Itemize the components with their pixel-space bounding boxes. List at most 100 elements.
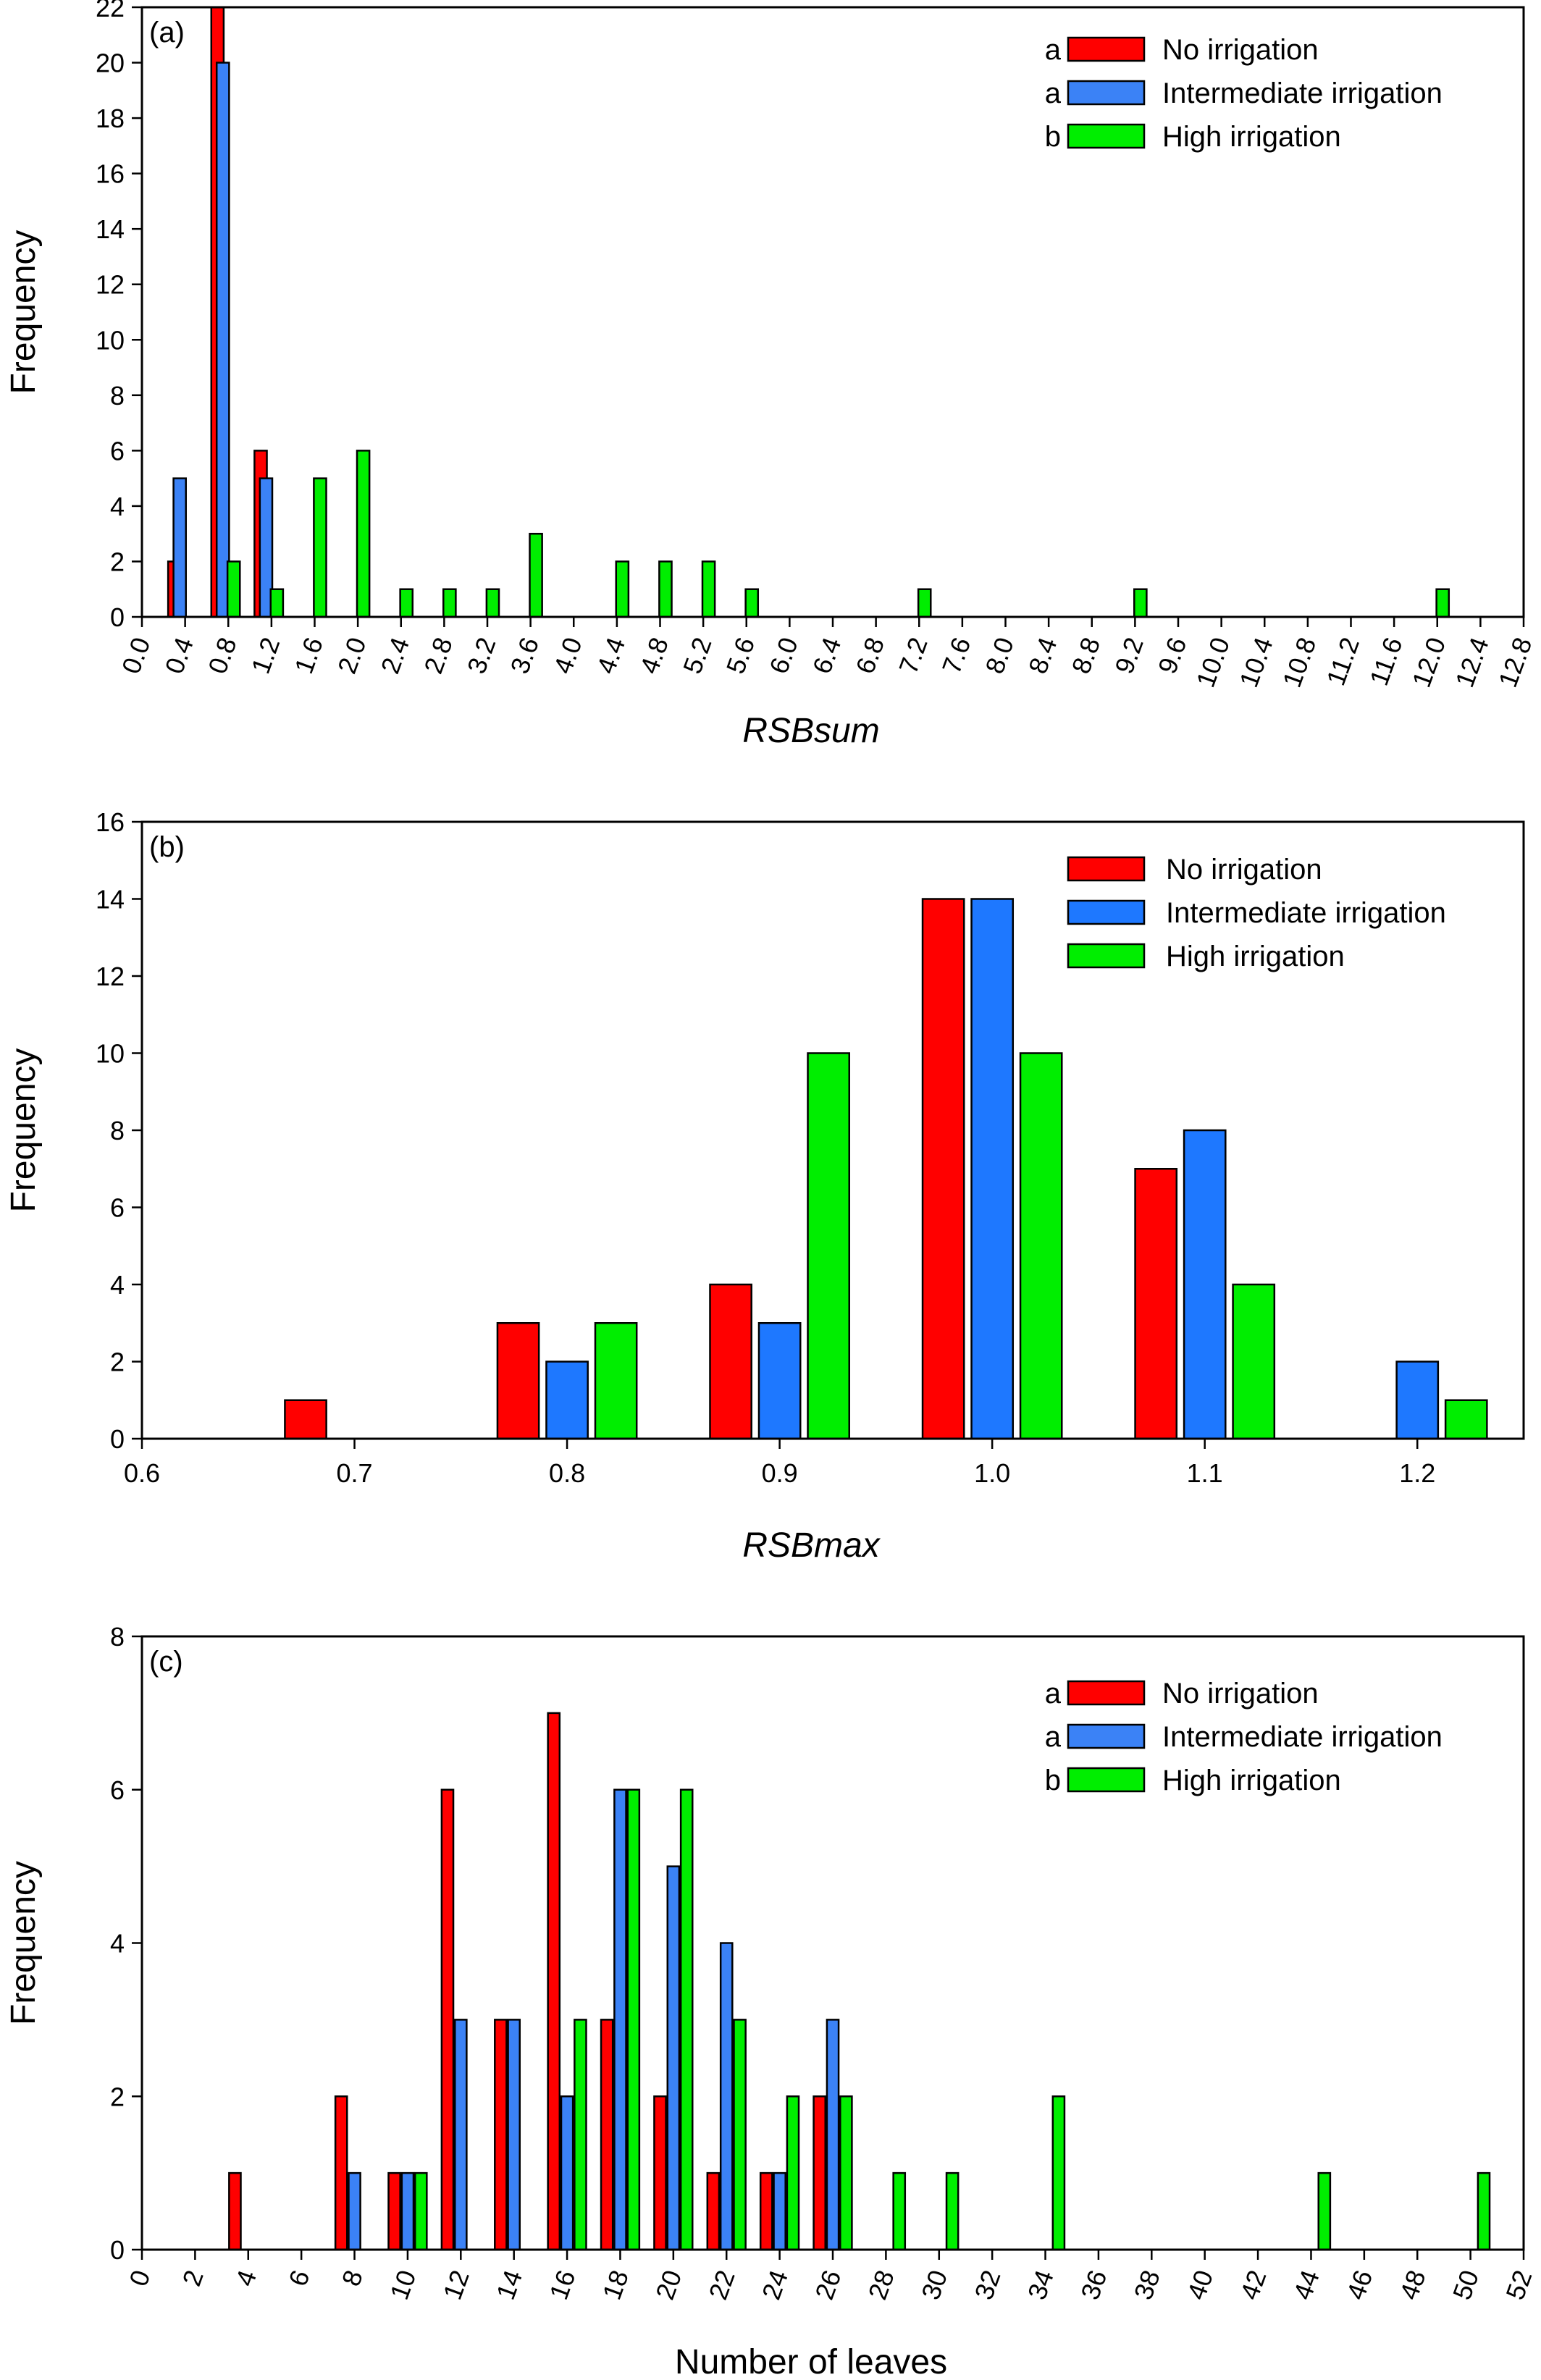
bar-c-s1-5 <box>613 1788 627 2251</box>
x-tick-label-a-13: 5.2 <box>677 634 718 678</box>
legend-label-c-1: Intermediate irrigation <box>1162 1721 1443 1753</box>
x-tick-label-a-10: 4.0 <box>547 634 588 678</box>
bar-b-s1-2 <box>970 898 1015 1440</box>
y-tick-label-a-2: 4 <box>110 492 125 521</box>
bar-a-s1-1 <box>215 62 230 618</box>
bar-c-s0-6 <box>600 2019 614 2251</box>
legend-swatch-b-0 <box>1067 856 1146 882</box>
bar-c-s1-0 <box>348 2171 361 2251</box>
y-tick-label-b-1: 2 <box>110 1347 125 1377</box>
x-tick-label-a-9: 3.6 <box>504 634 545 678</box>
x-tick-label-a-11: 4.4 <box>591 634 631 678</box>
legend-label-b-2: High irrigation <box>1166 941 1345 972</box>
bar-c-s2-3 <box>679 1788 694 2251</box>
x-tick-label-a-4: 1.6 <box>288 634 329 678</box>
bar-c-s0-1 <box>334 2095 348 2251</box>
bar-c-s0-5 <box>547 1712 561 2251</box>
x-tick-label-c-21: 42 <box>1234 2266 1272 2304</box>
bar-b-s0-0 <box>284 1399 327 1440</box>
bar-a-s2-0 <box>226 560 241 618</box>
bar-c-s2-6 <box>839 2095 853 2251</box>
bar-c-s0-0 <box>228 2171 242 2251</box>
x-tick-label-b-2: 0.8 <box>549 1458 585 1488</box>
x-tick-label-c-15: 30 <box>915 2266 953 2304</box>
x-tick-label-c-6: 12 <box>437 2266 475 2304</box>
x-tick-label-c-9: 18 <box>597 2266 634 2304</box>
x-tick-label-c-3: 6 <box>282 2266 315 2290</box>
y-tick-label-a-7: 14 <box>96 214 125 244</box>
legend-label-c-0: No irrigation <box>1162 1678 1319 1710</box>
bar-a-s2-5 <box>442 588 457 618</box>
bar-a-s2-7 <box>529 532 543 618</box>
y-tick-label-a-0: 0 <box>110 602 125 632</box>
bar-c-s1-1 <box>400 2171 415 2251</box>
legend-swatch-a-0 <box>1067 36 1146 62</box>
y-tick-label-c-4: 8 <box>110 1622 125 1652</box>
y-axis-title-b: Frequency <box>4 1048 43 1213</box>
bar-b-s1-0 <box>545 1361 589 1440</box>
x-axis-title-c: Number of leaves <box>675 2343 947 2380</box>
bar-b-s2-1 <box>807 1052 850 1440</box>
legend-c: No irrigation a Intermediate irrigation a Hi… <box>1045 1678 1443 1796</box>
x-tick-label-b-4: 1.0 <box>974 1458 1010 1488</box>
x-tick-label-c-11: 22 <box>703 2266 741 2304</box>
bar-c-s1-8 <box>773 2171 786 2251</box>
x-tick-label-c-13: 26 <box>809 2266 847 2304</box>
y-tick-label-c-3: 6 <box>110 1775 125 1805</box>
x-tick-label-b-3: 0.9 <box>762 1458 798 1488</box>
bar-b-s2-2 <box>1019 1052 1063 1440</box>
x-tick-label-b-1: 0.7 <box>337 1458 373 1488</box>
legend-letter-a-0: a <box>1045 34 1062 66</box>
bar-c-s0-8 <box>706 2171 721 2251</box>
x-tick-label-a-26: 10.4 <box>1233 634 1278 691</box>
bar-a-s2-1 <box>269 588 285 618</box>
bar-b-s2-0 <box>594 1322 638 1440</box>
x-tick-label-a-28: 11.2 <box>1320 634 1365 689</box>
y-tick-label-a-4: 8 <box>110 381 125 411</box>
x-tick-label-a-18: 7.2 <box>893 634 933 678</box>
bar-c-s2-7 <box>892 2171 907 2251</box>
x-tick-label-c-5: 10 <box>384 2266 421 2304</box>
y-tick-label-b-7: 14 <box>96 885 125 914</box>
x-tick-label-a-24: 9.6 <box>1152 634 1193 678</box>
x-tick-label-a-31: 12.4 <box>1449 634 1494 691</box>
x-tick-label-a-14: 5.6 <box>721 634 761 678</box>
legend-b: No irrigation Intermediate irrigation High… <box>1067 854 1446 972</box>
bar-c-s2-2 <box>626 1788 641 2251</box>
bar-c-s2-4 <box>733 2019 747 2251</box>
bar-c-s0-3 <box>440 1788 455 2251</box>
y-tick-label-b-6: 12 <box>96 962 125 991</box>
x-tick-label-a-30: 12.0 <box>1406 634 1451 691</box>
bar-c-s1-9 <box>826 2019 840 2251</box>
x-tick-label-c-8: 16 <box>543 2266 581 2304</box>
x-tick-label-a-19: 7.6 <box>936 634 977 678</box>
x-tick-label-a-21: 8.4 <box>1023 634 1063 678</box>
x-tick-label-c-1: 2 <box>177 2266 209 2290</box>
x-tick-label-a-3: 1.2 <box>245 634 286 678</box>
bar-c-s2-0 <box>413 2171 428 2251</box>
x-axis-title-b: RSBmax <box>742 1526 881 1565</box>
bar-b-s1-3 <box>1183 1129 1227 1440</box>
bar-c-s1-6 <box>666 1865 681 2251</box>
bar-a-s2-14 <box>1435 588 1450 618</box>
bar-c-s1-4 <box>560 2095 574 2251</box>
bar-a-s2-2 <box>313 477 327 618</box>
x-tick-label-a-1: 0.4 <box>159 634 199 678</box>
x-tick-label-a-16: 6.4 <box>807 634 847 678</box>
x-tick-label-c-25: 50 <box>1447 2266 1485 2304</box>
bar-c-s2-8 <box>945 2171 960 2251</box>
bar-a-s2-12 <box>917 588 932 618</box>
legend-label-b-1: Intermediate irrigation <box>1166 897 1446 929</box>
legend-swatch-a-2 <box>1067 123 1146 149</box>
chart-panel-b: 0 2 4 6 8 10 12 14 16 0.6 0.7 0.8 0.9 1.0 1.1 1.2 RSBmax… <box>4 807 1525 1565</box>
x-tick-label-a-8: 3.2 <box>461 634 502 678</box>
y-tick-label-a-10: 20 <box>96 49 125 78</box>
bar-b-s0-4 <box>1134 1168 1178 1440</box>
x-tick-label-c-16: 32 <box>968 2266 1006 2304</box>
x-tick-label-a-32: 12.8 <box>1492 634 1537 691</box>
x-tick-label-c-0: 0 <box>123 2266 156 2290</box>
legend-label-b-0: No irrigation <box>1166 854 1322 886</box>
x-tick-label-c-20: 40 <box>1181 2266 1219 2304</box>
bar-c-s2-5 <box>786 2095 800 2251</box>
